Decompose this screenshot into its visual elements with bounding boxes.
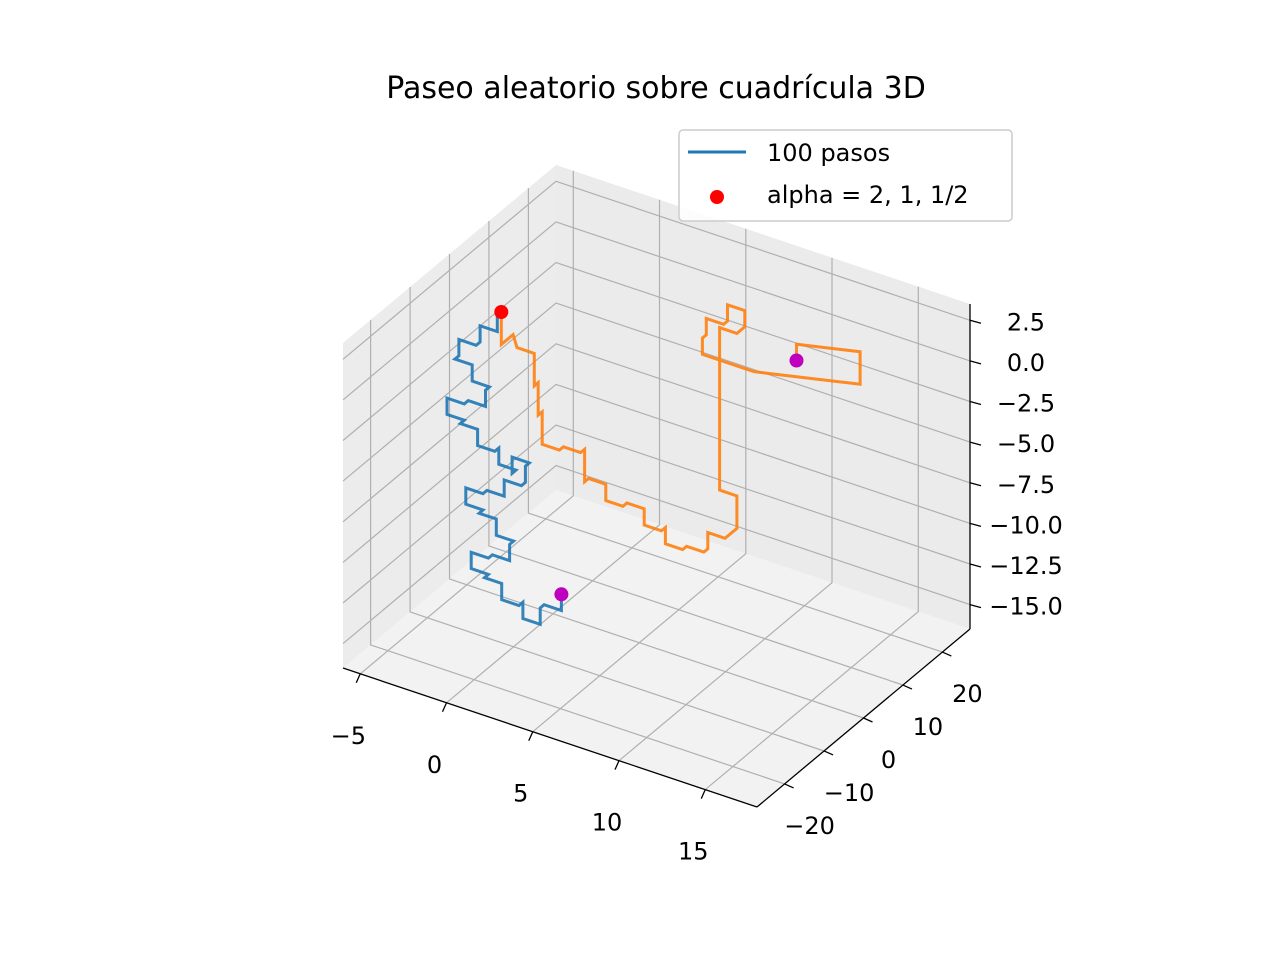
x-tick-label: 10 — [592, 809, 623, 837]
z-grid-line — [342, 221, 971, 401]
walk-marker-1 — [494, 305, 509, 319]
x-tick-label: −5 — [331, 722, 366, 750]
x-tick-label: 0 — [427, 751, 442, 779]
z-tick-mark — [969, 482, 982, 487]
z-tick-mark — [969, 400, 982, 406]
y-grid-line — [448, 254, 864, 719]
plot-area — [445, 302, 862, 627]
y-tick-label: −10 — [824, 779, 875, 807]
x-tick-mark — [614, 760, 620, 770]
legend-dot-swatch — [710, 190, 724, 204]
z-grid-line — [342, 302, 971, 482]
x-tick-mark — [528, 731, 534, 741]
x-tick-mark — [441, 702, 448, 713]
walk-series-1 — [445, 310, 563, 627]
y-grid-line — [527, 188, 943, 653]
x-grid-line — [446, 199, 661, 704]
z-grid-line — [342, 464, 971, 645]
z-tick-mark — [969, 319, 982, 324]
y-grid-line — [370, 319, 785, 785]
y-tick-mark — [942, 651, 952, 657]
z-tick-label: −15.0 — [989, 593, 1063, 621]
y-tick-mark — [784, 783, 794, 789]
y-tick-label: 10 — [913, 713, 944, 741]
walk-marker-3 — [789, 353, 804, 368]
walk-series-2 — [499, 302, 862, 554]
z-tick-label: −12.5 — [989, 552, 1063, 580]
z-tick-label: −10.0 — [989, 511, 1063, 539]
y-grid-line — [409, 287, 825, 752]
x-tick-label: 15 — [678, 838, 709, 866]
x-tick-label: 5 — [513, 780, 528, 808]
tick-labels: −5051015−20−10010202.50.0−2.5−5.0−7.5−10… — [331, 308, 1063, 865]
x-grid-line — [704, 286, 919, 791]
z-tick-label: −2.5 — [997, 390, 1055, 418]
x-tick-mark — [700, 789, 706, 799]
z-tick-mark — [969, 563, 982, 568]
z-tick-label: −7.5 — [997, 471, 1055, 499]
legend-frame — [678, 129, 1013, 222]
z-grid-line — [342, 343, 971, 523]
z-tick-mark — [969, 360, 982, 365]
z-tick-label: 0.0 — [1007, 349, 1045, 377]
chart-title: Paseo aleatorio sobre cuadrícula 3D — [386, 71, 926, 106]
y-tick-mark — [902, 684, 913, 690]
z-tick-mark — [969, 441, 982, 446]
legend: 100 pasos alpha = 2, 1, 1/2 — [678, 129, 1013, 222]
y-tick-mark — [863, 717, 873, 723]
z-grid-line — [342, 261, 971, 441]
walk-marker-2 — [554, 587, 569, 602]
z-grid-line — [342, 383, 971, 563]
z-grid-line — [342, 180, 971, 360]
y-tick-label: 0 — [881, 746, 896, 774]
z-tick-mark — [969, 522, 982, 528]
legend-label-alpha: alpha = 2, 1, 1/2 — [767, 181, 969, 209]
x-axis-line — [342, 667, 758, 808]
x-grid-line — [359, 170, 574, 675]
x-grid-line — [532, 228, 747, 733]
legend-label-steps: 100 pasos — [767, 139, 890, 167]
z-tick-label: −5.0 — [997, 430, 1055, 458]
x-tick-mark — [355, 673, 361, 684]
z-grid-line — [342, 424, 971, 604]
y-tick-mark — [823, 750, 834, 756]
x-grid-line — [618, 257, 833, 762]
y-tick-label: 20 — [952, 680, 983, 708]
axis-panes — [343, 165, 970, 807]
z-tick-mark — [969, 603, 982, 609]
y-tick-label: −20 — [784, 812, 835, 840]
z-tick-label: 2.5 — [1007, 308, 1045, 336]
